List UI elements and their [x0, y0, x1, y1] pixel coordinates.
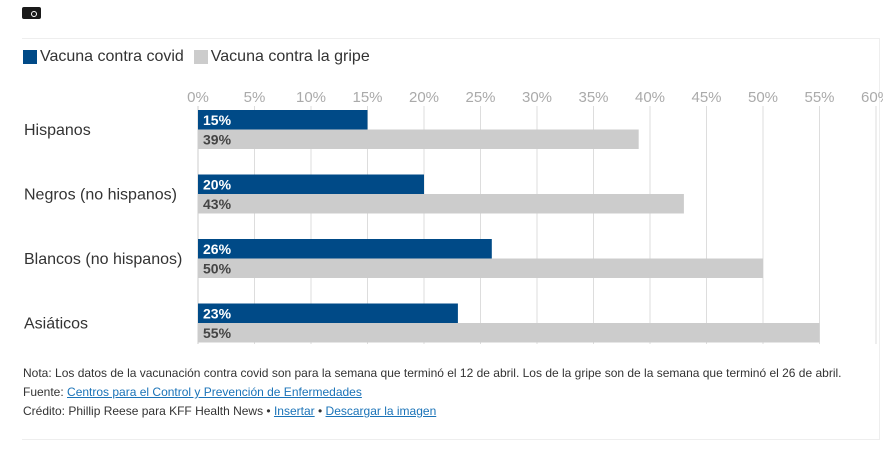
x-tick-label: 60%: [861, 89, 883, 106]
legend-label-covid: Vacuna contra covid: [40, 48, 184, 65]
x-tick-label: 10%: [296, 89, 326, 106]
credit-text: Crédito: Phillip Reese para KFF Health N…: [23, 404, 274, 418]
category-label: Asiáticos: [24, 316, 88, 333]
x-tick-label: 20%: [409, 89, 439, 106]
data-label: 39%: [203, 132, 232, 148]
legend-item-flu: Vacuna contra la gripe: [193, 48, 370, 66]
bar-covid: [198, 303, 458, 323]
bar-covid: [198, 239, 492, 259]
x-tick-label: 50%: [748, 89, 778, 106]
x-tick-label: 15%: [352, 89, 382, 106]
bar-flu: [198, 258, 763, 278]
x-tick-label: 35%: [578, 89, 608, 106]
source-line: Fuente: Centros para el Control y Preven…: [23, 383, 873, 402]
data-label: 15%: [203, 112, 232, 128]
source-link[interactable]: Centros para el Control y Prevención de …: [67, 385, 362, 399]
camera-icon[interactable]: [22, 7, 41, 19]
note-text: Nota: Los datos de la vacunación contra …: [23, 366, 842, 380]
credit-line: Crédito: Phillip Reese para KFF Health N…: [23, 402, 873, 421]
data-label: 43%: [203, 196, 232, 212]
x-tick-label: 45%: [691, 89, 721, 106]
data-label: 26%: [203, 241, 232, 257]
embed-link[interactable]: Insertar: [273, 404, 315, 418]
x-tick-label: 25%: [465, 89, 495, 106]
legend-swatch-flu: [193, 50, 208, 64]
bar-flu: [198, 129, 639, 149]
bar-chart: 0% 5% 10% 15% 20% 25% 30% 35% 40% 45% 50% 55% 60% His…: [24, 89, 883, 344]
legend: Vacuna contra covid Vacuna contra la gri…: [23, 48, 370, 66]
x-tick-label: 0%: [187, 89, 209, 106]
data-label: 23%: [203, 306, 232, 322]
data-label: 55%: [203, 325, 232, 341]
download-image-link[interactable]: Descargar la imagen: [325, 404, 437, 418]
separator: •: [314, 404, 326, 418]
data-label: 20%: [203, 177, 232, 193]
x-tick-label: 55%: [804, 89, 834, 106]
category-label: Blancos (no hispanos): [24, 251, 182, 268]
legend-swatch-covid: [23, 50, 37, 64]
bar-covid: [198, 174, 424, 194]
x-tick-label: 30%: [522, 89, 552, 106]
bar-covid: [198, 110, 368, 130]
x-tick-label: 5%: [244, 89, 266, 106]
legend-item-covid: Vacuna contra covid: [23, 48, 184, 66]
source-label: Fuente:: [23, 385, 68, 399]
chart-frame: [22, 38, 880, 440]
category-label: Hispanos: [24, 122, 91, 139]
data-label: 50%: [203, 261, 232, 277]
legend-label-flu: Vacuna contra la gripe: [210, 48, 370, 65]
x-tick-label: 40%: [635, 89, 665, 106]
bar-flu: [198, 323, 820, 343]
chart-notes: Nota: Los datos de la vacunación contra …: [23, 364, 873, 421]
category-label: Negros (no hispanos): [24, 187, 177, 204]
bar-flu: [198, 194, 684, 214]
